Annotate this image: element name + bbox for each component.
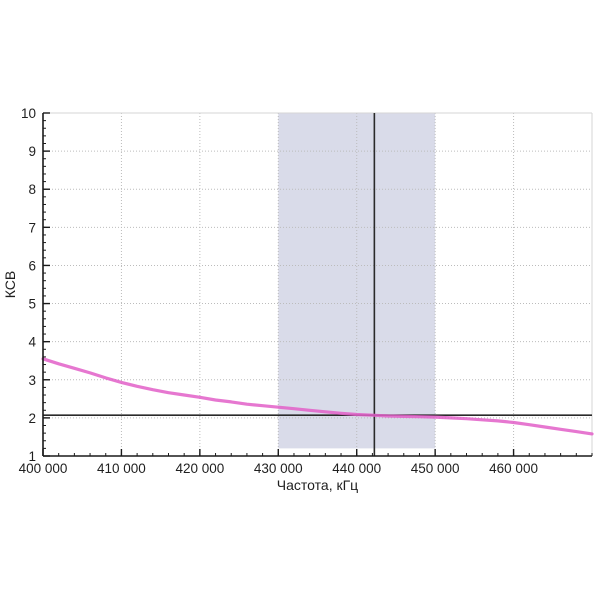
y-tick-label: 6 — [28, 258, 36, 273]
y-tick-label: 8 — [28, 182, 36, 197]
y-tick-label: 2 — [28, 411, 36, 426]
x-tick-label: 400 000 — [19, 461, 68, 476]
y-tick-label: 7 — [28, 220, 36, 235]
x-tick-label: 440 000 — [332, 461, 381, 476]
y-tick-label: 5 — [28, 297, 36, 312]
x-tick-label: 430 000 — [254, 461, 303, 476]
x-tick-label: 460 000 — [489, 461, 538, 476]
y-tick-label: 1 — [28, 449, 36, 464]
x-tick-label: 410 000 — [97, 461, 146, 476]
vswr-curve — [41, 357, 594, 436]
y-axis-title: КСВ — [2, 271, 18, 298]
y-tick-label: 3 — [28, 373, 36, 388]
y-tick-label: 9 — [28, 144, 36, 159]
y-tick-label: 10 — [21, 106, 36, 121]
x-axis-title: Частота, кГц — [277, 477, 358, 493]
y-tick-label: 4 — [28, 335, 36, 350]
x-tick-label: 450 000 — [411, 461, 460, 476]
x-tick-label: 420 000 — [175, 461, 224, 476]
